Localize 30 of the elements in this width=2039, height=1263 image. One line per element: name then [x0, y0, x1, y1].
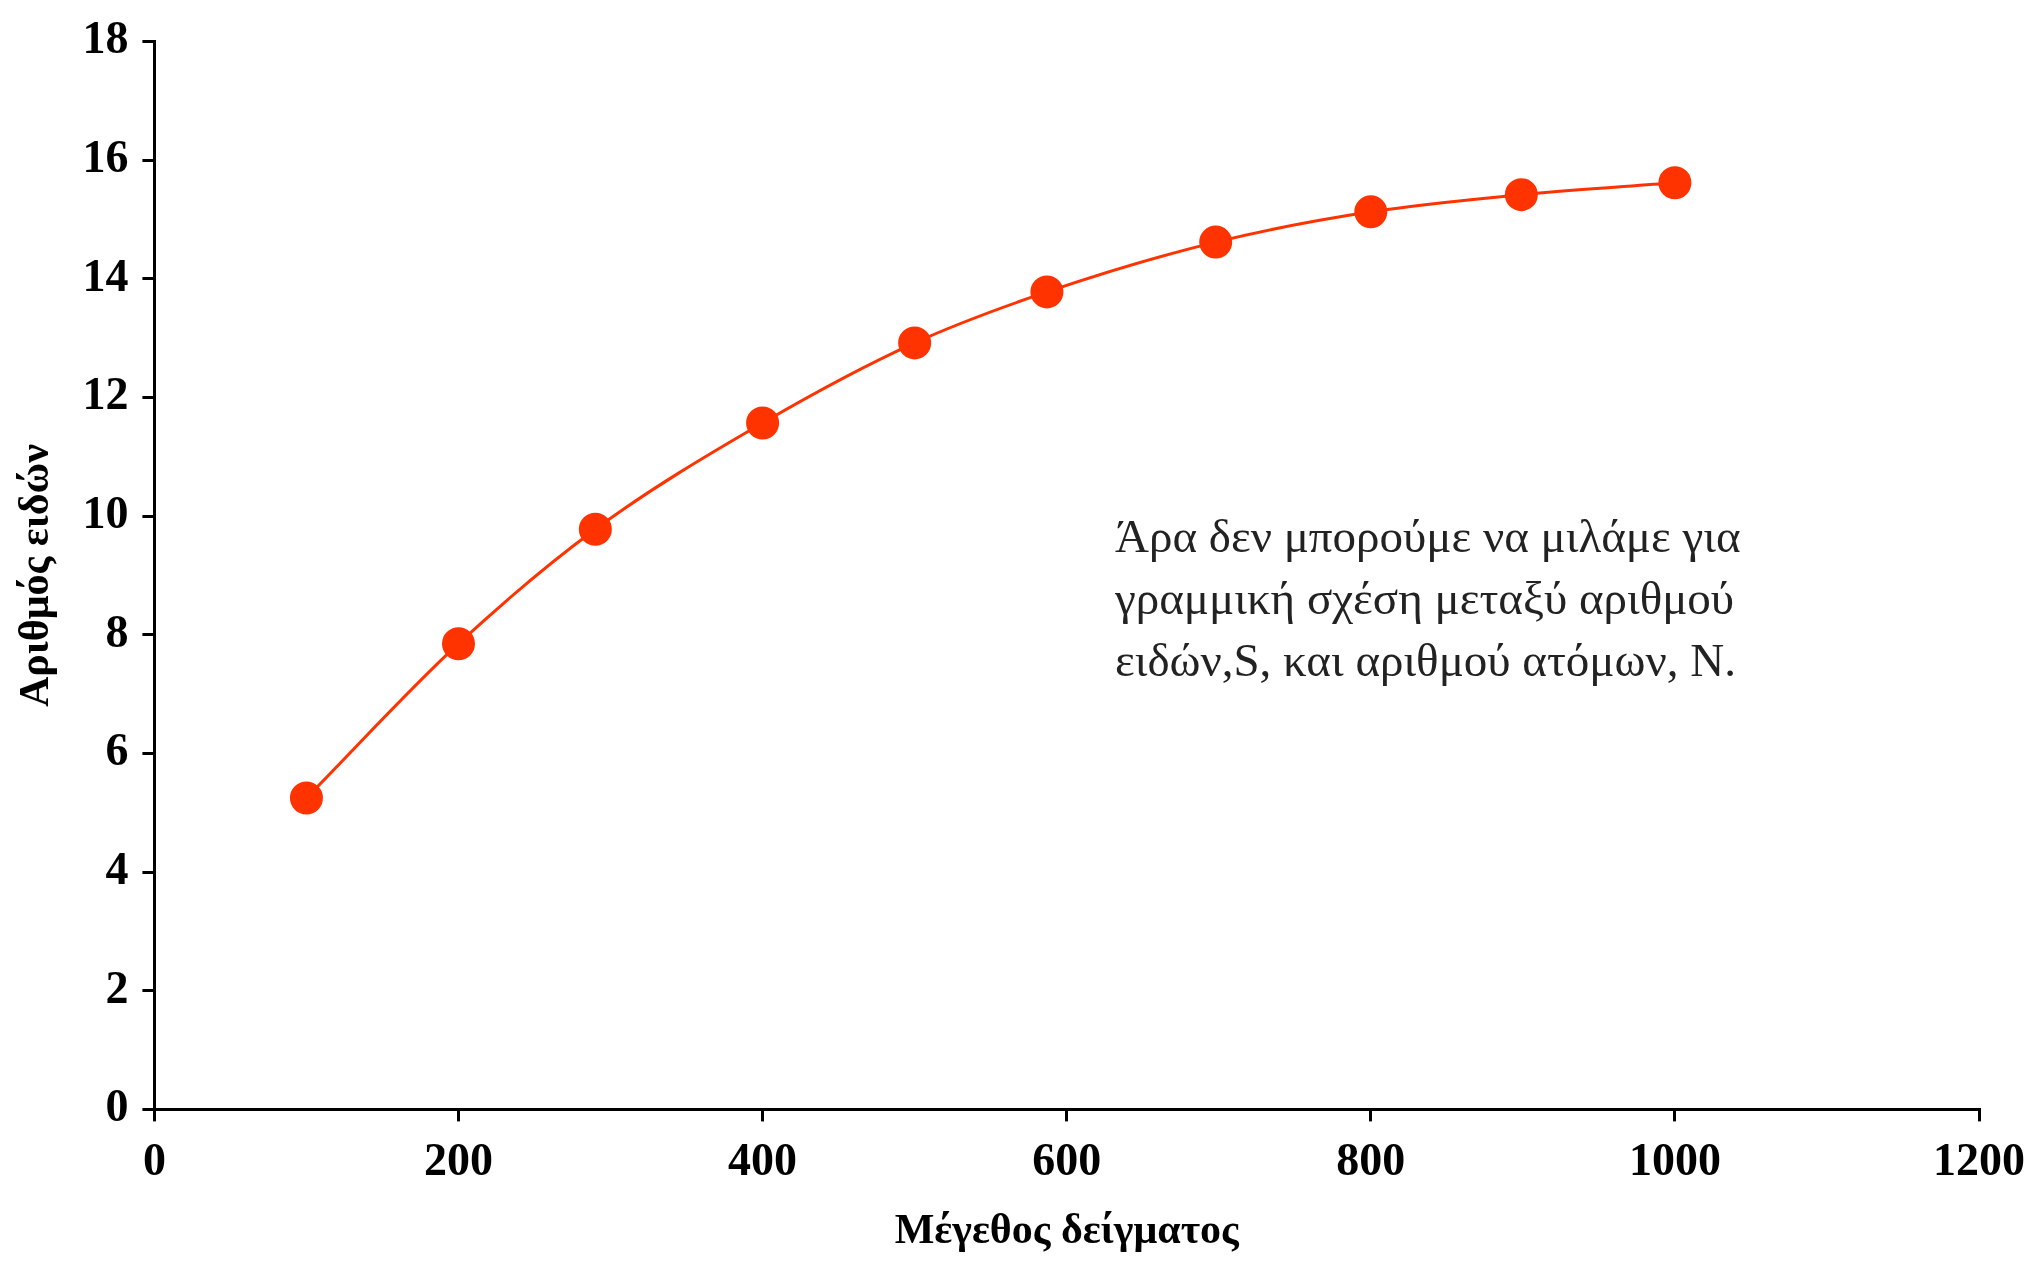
y-tick-label: 4	[105, 843, 129, 894]
point	[1504, 178, 1538, 212]
x-tick-label: 600	[1032, 1133, 1102, 1185]
y-tick-label: 16	[82, 131, 129, 183]
y-tick-label: 10	[82, 487, 129, 539]
point	[1658, 166, 1692, 200]
x-tick-label: 200	[424, 1133, 493, 1185]
y-tick-label: 6	[105, 724, 129, 776]
x-tick-label: 0	[142, 1133, 166, 1185]
point	[1030, 275, 1064, 309]
point	[1199, 225, 1233, 259]
point	[746, 406, 780, 440]
x-tick-label: 1000	[1628, 1133, 1721, 1185]
point	[289, 781, 323, 815]
point	[578, 512, 612, 546]
y-tick-label: 0	[105, 1080, 129, 1132]
y-tick-label: 12	[82, 368, 129, 420]
point	[1354, 195, 1388, 229]
y-tick-label: 14	[82, 249, 129, 301]
point	[442, 627, 475, 661]
x-axis-title: Μέγεθος δείγματος	[894, 1205, 1241, 1252]
point	[898, 326, 932, 360]
y-tick-label: 8	[105, 605, 129, 657]
y-tick-label: 2	[105, 961, 129, 1013]
x-tick-label: 400	[728, 1133, 798, 1185]
y-axis-title: Αριθμός ειδών	[11, 443, 58, 708]
y-tick-label: 18	[82, 12, 129, 64]
x-tick-label: 1200	[1933, 1133, 2025, 1185]
annotation: Άρα δεν μπορούμε να μιλάμε για γραμμική σχέση μεταξύ αριθμού ειδών,S, και αριθμού ατόμων, N.	[1115, 509, 1742, 688]
x-tick-label: 800	[1336, 1133, 1406, 1185]
